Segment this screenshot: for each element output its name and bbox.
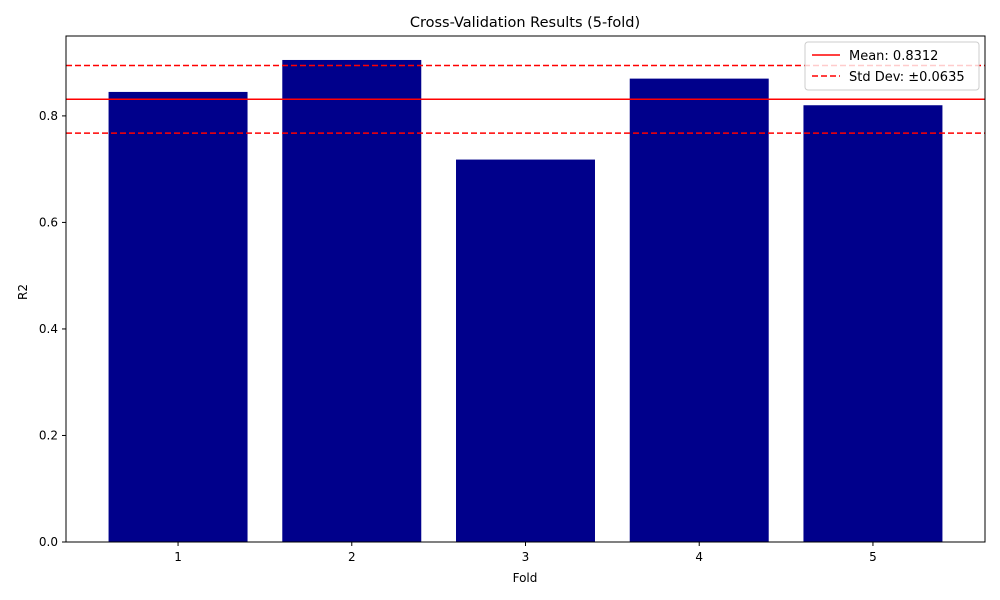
x-tick-label: 5	[869, 550, 877, 564]
y-tick-label: 0.4	[39, 322, 58, 336]
y-tick-label: 0.0	[39, 535, 58, 549]
x-tick-label: 1	[174, 550, 182, 564]
x-tick-label: 3	[522, 550, 530, 564]
y-tick-label: 0.2	[39, 428, 58, 442]
x-tick-label: 4	[695, 550, 703, 564]
bar-fold-1	[108, 91, 248, 542]
y-tick-label: 0.6	[39, 215, 58, 229]
bar-fold-5	[803, 105, 943, 543]
y-tick-label: 0.8	[39, 109, 58, 123]
x-tick-label: 2	[348, 550, 356, 564]
legend-box	[804, 41, 980, 91]
bar-fold-3	[456, 159, 595, 542]
legend-mean-label: Mean: 0.8312	[849, 49, 938, 64]
legend-std-label: Std Dev: ±0.0635	[849, 70, 965, 85]
chart-title: Cross-Validation Results (5-fold)	[410, 15, 640, 31]
bar-fold-2	[282, 59, 422, 543]
legend: Mean: 0.8312 Std Dev: ±0.0635	[804, 41, 980, 91]
plot-area	[65, 35, 986, 543]
x-axis-label: Fold	[513, 571, 538, 585]
bar-fold-4	[629, 78, 769, 542]
y-axis-ticks: 0.0 0.2 0.4 0.6 0.8	[39, 109, 66, 549]
x-axis-ticks: 1 2 3 4 5	[174, 542, 877, 564]
y-axis-label: R2	[16, 284, 30, 300]
